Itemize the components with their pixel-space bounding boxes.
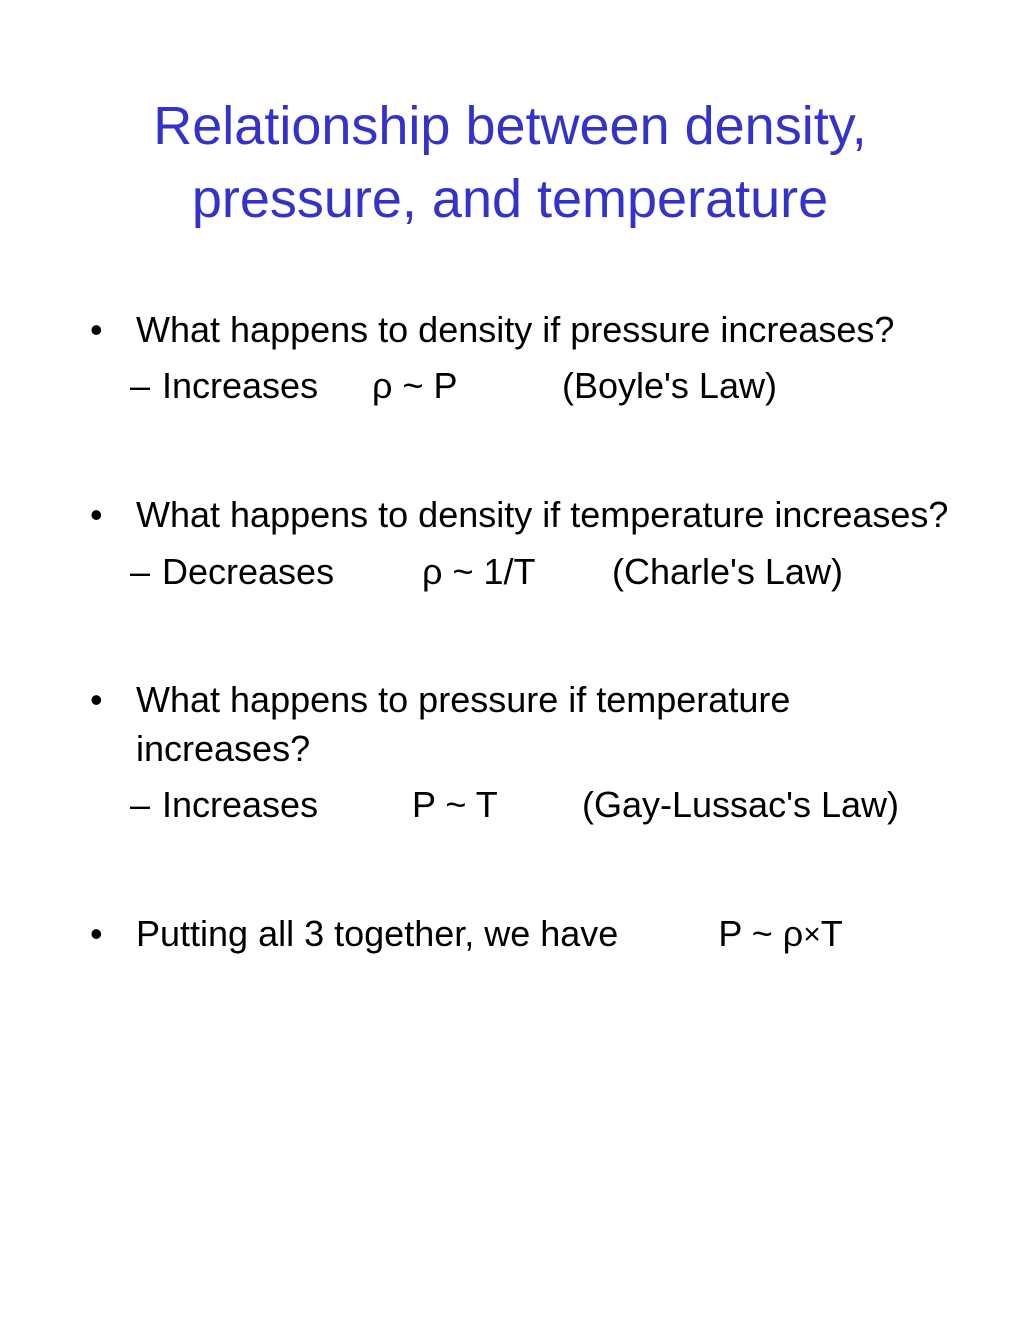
dash-marker: – — [130, 781, 162, 830]
answer-text: Decreases — [162, 548, 422, 597]
dash-marker: – — [130, 548, 162, 597]
bullet-text: What happens to density if temperature i… — [136, 491, 950, 540]
bullet-item: • What happens to pressure if temperatur… — [70, 676, 950, 773]
slide-content: • What happens to density if pressure in… — [70, 306, 950, 959]
relation-text: ρ ~ P — [372, 362, 562, 411]
bullet-marker: • — [70, 676, 136, 773]
bullet-marker: • — [70, 306, 136, 355]
law-text: (Gay-Lussac's Law) — [582, 781, 950, 830]
bullet-block-2: • What happens to density if temperature… — [70, 491, 950, 596]
slide-title: Relationship between density, pressure, … — [70, 90, 950, 236]
sub-item: – Increases P ~ T (Gay-Lussac's Law) — [130, 781, 950, 830]
relation-text: ρ ~ 1/T — [422, 548, 612, 597]
bullet-block-1: • What happens to density if pressure in… — [70, 306, 950, 411]
bullet-item: • What happens to density if pressure in… — [70, 306, 950, 355]
relation-text: P ~ T — [412, 781, 582, 830]
bullet-marker: • — [70, 910, 136, 959]
bullet-item: • What happens to density if temperature… — [70, 491, 950, 540]
answer-text: Increases — [162, 781, 412, 830]
bullet-block-3: • What happens to pressure if temperatur… — [70, 676, 950, 830]
summary-lead: Putting all 3 together, we have — [136, 910, 618, 959]
answer-text: Increases — [162, 362, 372, 411]
bullet-text: What happens to pressure if temperature … — [136, 676, 950, 773]
law-text: (Boyle's Law) — [562, 362, 950, 411]
summary-line: • Putting all 3 together, we have P ~ ρ×… — [70, 910, 950, 959]
summary-formula: P ~ ρ×T — [718, 910, 842, 959]
bullet-text: What happens to density if pressure incr… — [136, 306, 950, 355]
sub-item: – Decreases ρ ~ 1/T (Charle's Law) — [130, 548, 950, 597]
dash-marker: – — [130, 362, 162, 411]
sub-item: – Increases ρ ~ P (Boyle's Law) — [130, 362, 950, 411]
bullet-marker: • — [70, 491, 136, 540]
slide: Relationship between density, pressure, … — [0, 0, 1020, 1320]
law-text: (Charle's Law) — [612, 548, 950, 597]
